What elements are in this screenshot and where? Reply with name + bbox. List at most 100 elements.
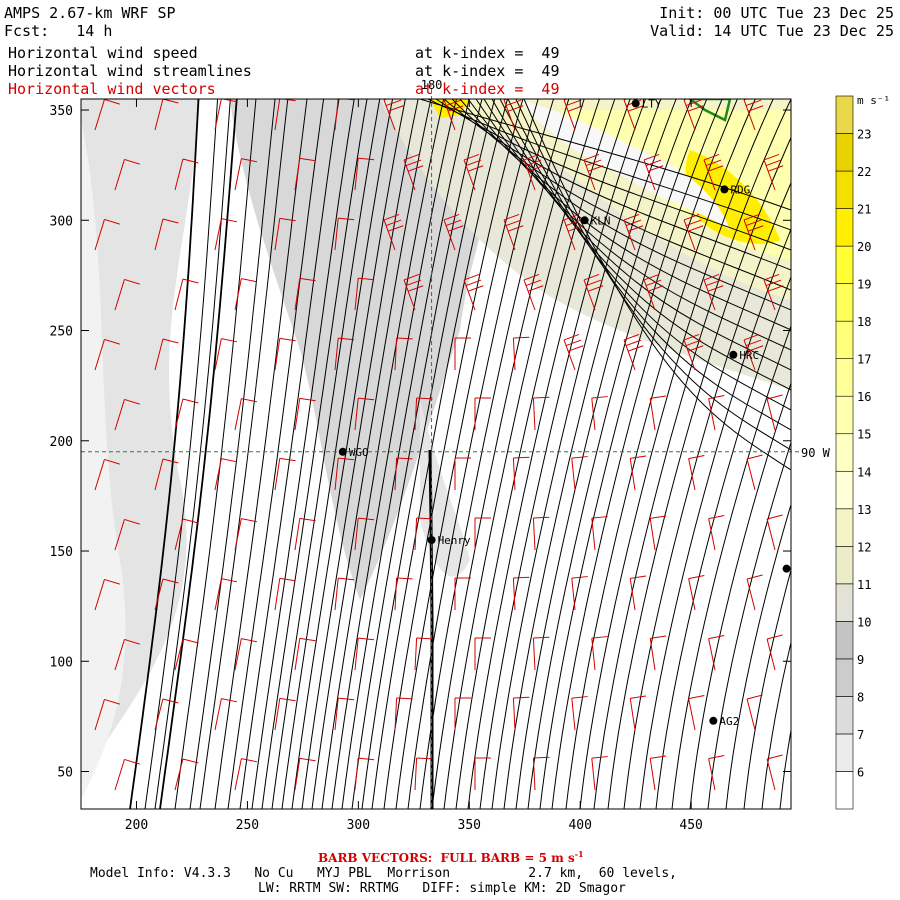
wind-barb xyxy=(443,213,464,251)
wind-barb xyxy=(563,333,584,371)
wind-barb xyxy=(443,99,464,131)
wind-barb xyxy=(763,153,784,191)
streamline xyxy=(551,99,738,809)
wind-barb xyxy=(403,273,424,311)
wind-barb xyxy=(114,158,140,191)
wind-barb xyxy=(154,218,179,251)
x-axis: 200 250 300 350 400 450 xyxy=(125,99,703,833)
streamline xyxy=(154,99,231,809)
streamline xyxy=(503,99,677,809)
field-2-name: Horizontal wind streamlines xyxy=(8,62,252,80)
wind-barb xyxy=(294,277,316,311)
forecast-hour: Fcst: 14 h xyxy=(4,22,113,40)
field-1-name: Horizontal wind speed xyxy=(8,44,198,62)
wind-barb xyxy=(708,754,725,791)
wind-barb xyxy=(214,338,238,371)
streamline xyxy=(361,99,496,809)
wind-barb xyxy=(274,337,296,371)
streamline xyxy=(707,440,791,809)
streamline xyxy=(565,99,756,809)
x-tick-label-250: 250 xyxy=(236,818,259,833)
wind-speed-shading xyxy=(81,99,791,809)
wind-barb xyxy=(174,638,199,671)
y-tick-label-200: 200 xyxy=(50,435,73,450)
station-marker xyxy=(729,350,738,359)
streamline xyxy=(459,99,791,311)
wind-barb xyxy=(583,153,604,191)
station-marker xyxy=(580,216,589,225)
wind-barb xyxy=(234,638,258,671)
station-label: AG2 xyxy=(719,715,739,728)
wind-barb xyxy=(532,756,550,791)
wind-barb xyxy=(591,636,608,671)
wind-barb xyxy=(629,455,647,491)
streamline xyxy=(301,99,419,809)
plot-frame xyxy=(80,98,792,810)
wind-barb xyxy=(154,458,179,491)
wind-barb xyxy=(683,333,704,371)
streamline xyxy=(507,99,791,431)
streamline xyxy=(419,99,791,211)
wind-barb xyxy=(334,457,355,491)
station-label: WGO xyxy=(349,446,369,459)
streamline xyxy=(311,99,432,809)
wind-barb xyxy=(454,697,471,730)
wind-barb xyxy=(114,518,140,551)
wind-barb xyxy=(394,337,413,371)
wind-barb xyxy=(414,397,433,431)
colorbar-label: 7 xyxy=(857,728,864,742)
colorbar-bin xyxy=(835,583,854,622)
y-axis: 50 100 150 200 250 300 350 xyxy=(50,104,791,781)
wind-barb xyxy=(503,213,524,251)
wind-barb xyxy=(274,99,296,131)
streamline xyxy=(159,99,238,809)
wind-barb xyxy=(688,694,705,731)
wind-barb xyxy=(583,273,604,311)
streamline xyxy=(144,99,219,809)
streamline xyxy=(435,99,791,251)
streamline xyxy=(261,99,368,809)
station-marker xyxy=(338,447,347,456)
wind-barb xyxy=(214,698,238,731)
wind-barb xyxy=(383,213,404,251)
wind-barb xyxy=(394,457,413,491)
wind-barb xyxy=(571,576,588,611)
wind-barb xyxy=(703,153,724,191)
streamline xyxy=(671,324,791,809)
colorbar-label: 10 xyxy=(857,615,871,629)
streamline xyxy=(371,99,509,809)
wind-barb xyxy=(708,514,725,551)
streamline xyxy=(515,99,693,809)
wind-barb xyxy=(766,514,783,551)
y-tick-label-300: 300 xyxy=(50,214,73,229)
wind-barb xyxy=(354,757,375,791)
streamline xyxy=(383,99,524,809)
streamline xyxy=(491,99,662,809)
streamline xyxy=(607,136,791,809)
colorbar-label: 14 xyxy=(857,465,871,479)
streamlines xyxy=(129,99,791,809)
wind-barb xyxy=(683,213,704,251)
wind-barb xyxy=(174,278,199,311)
wind-barb xyxy=(294,517,316,551)
colorbar-bin xyxy=(835,208,854,247)
wind-barb xyxy=(334,337,355,371)
wind-barb xyxy=(512,456,530,491)
streamline xyxy=(174,99,257,809)
wind-barb xyxy=(474,397,491,430)
wind-barb xyxy=(512,576,530,611)
wind-barb xyxy=(643,273,664,311)
wind-barb xyxy=(234,158,258,191)
wind-barb xyxy=(294,757,316,791)
wind-barb xyxy=(703,273,724,311)
wind-barb xyxy=(234,278,258,311)
wind-barb xyxy=(234,398,258,431)
wind-barb xyxy=(94,458,120,491)
streamline xyxy=(427,99,791,231)
wind-barb xyxy=(274,217,296,251)
wind-barb xyxy=(114,638,140,671)
streamline xyxy=(271,99,381,809)
streamline xyxy=(467,99,791,331)
wind-barb xyxy=(629,695,647,731)
colorbar-bin xyxy=(835,621,854,660)
